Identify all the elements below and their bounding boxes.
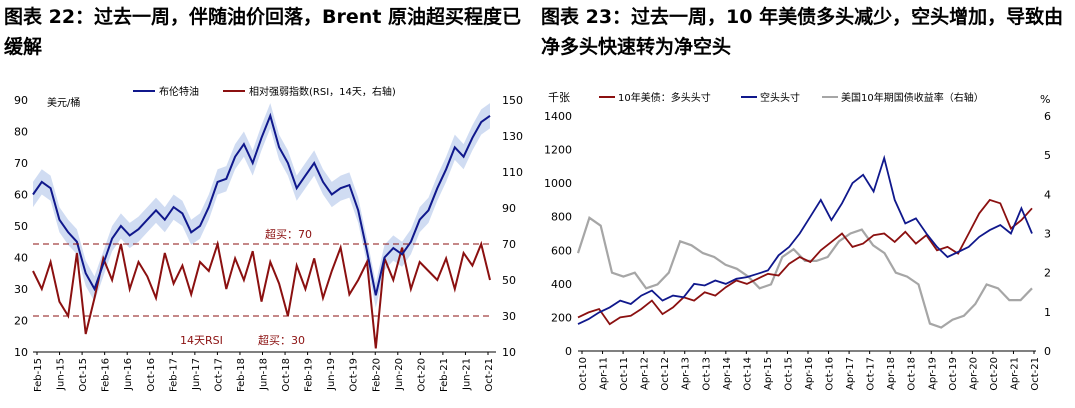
right-x-tick-label: Apr-19 — [927, 357, 938, 390]
right-x-tick-label: Apr-12 — [640, 357, 651, 390]
legend-label-yield: 美国10年期国债收益率（右轴） — [841, 91, 984, 104]
left-x-tick-label: Jun-20 — [394, 358, 405, 391]
right-y2-tick-label: 2 — [1044, 267, 1051, 280]
left-y-tick-label: 90 — [14, 94, 28, 107]
right-y-tick-label: 200 — [551, 311, 572, 324]
left-x-tick-label: Jun-17 — [191, 358, 202, 391]
left-y-tick-label: 20 — [14, 315, 28, 328]
left-y2-tick-label: 30 — [502, 310, 516, 323]
right-y-tick-label: 600 — [551, 244, 572, 257]
left-x-tick-label: Oct-21 — [484, 358, 495, 392]
left-y2-tick-label: 50 — [502, 274, 516, 287]
left-y-tick-label: 60 — [14, 189, 28, 202]
right-x-tick-label: Oct-15 — [783, 357, 794, 391]
right-y2-tick-label: 3 — [1044, 228, 1051, 241]
right-x-tick-label: Apr-15 — [763, 357, 774, 390]
left-x-tick-label: Oct-19 — [349, 358, 360, 392]
left-x-tick-label: Feb-18 — [236, 358, 247, 392]
right-y2-tick-label: 4 — [1044, 188, 1051, 201]
right-y2-axis-unit: % — [1040, 93, 1050, 106]
legend-label-short: 空头头寸 — [760, 91, 800, 104]
left-y2-tick-label: 10 — [502, 346, 516, 359]
right-y-tick-label: 1200 — [544, 144, 572, 157]
right-x-tick-label: Apr-14 — [722, 357, 733, 390]
left-x-tick-label: Jun-19 — [326, 358, 337, 391]
legend-label-brent: 布伦特油 — [159, 85, 199, 98]
left-x-tick-label: Feb-16 — [101, 358, 112, 392]
right-x-tick-label: Oct-17 — [866, 357, 877, 391]
left-x-tick-label: Oct-15 — [78, 358, 89, 392]
left-y2-tick-label: 90 — [502, 202, 516, 215]
left-x-tick-label: Oct-18 — [281, 358, 292, 392]
right-x-tick-label: Apr-16 — [804, 357, 815, 390]
left-x-tick-label: Jun-21 — [461, 358, 472, 391]
left-y-tick-label: 50 — [14, 220, 28, 233]
right-y-tick-label: 0 — [565, 345, 572, 358]
right-x-tick-label: Oct-21 — [1030, 357, 1041, 391]
right-x-tick-label: Oct-13 — [701, 357, 712, 391]
right-y-tick-label: 800 — [551, 211, 572, 224]
left-x-tick-label: Jun-16 — [123, 358, 134, 391]
left-y-tick-label: 40 — [14, 252, 28, 265]
brent-band — [33, 103, 490, 308]
right-x-tick-label: Oct-12 — [660, 357, 671, 391]
left-y2-tick-label: 130 — [502, 130, 523, 143]
left-x-tick-label: Jun-15 — [56, 358, 67, 391]
left-x-tick-label: Feb-17 — [168, 358, 179, 392]
left-y-axis-unit: 美元/桶 — [47, 96, 80, 109]
right-x-tick-label: Apr-17 — [845, 357, 856, 390]
right-x-tick-label: Apr-13 — [681, 357, 692, 390]
left-x-tick-label: Oct-16 — [146, 358, 157, 392]
short-position-line — [577, 154, 1033, 325]
right-x-tick-label: Apr-18 — [886, 357, 897, 390]
left-x-tick-label: Feb-19 — [304, 358, 315, 392]
right-y2-tick-label: 5 — [1044, 149, 1051, 162]
left-y-tick-label: 30 — [14, 283, 28, 296]
right-y-tick-label: 1000 — [544, 177, 572, 190]
left-y-tick-label: 10 — [14, 346, 28, 359]
overbought-label: 超买：70 — [265, 227, 312, 241]
right-y2-tick-label: 1 — [1044, 306, 1051, 319]
right-x-tick-label: Oct-19 — [948, 357, 959, 391]
left-x-tick-label: Feb-21 — [439, 358, 450, 392]
rsi-line — [32, 240, 491, 349]
left-x-tick-label: Feb-15 — [33, 358, 44, 392]
right-x-tick-label: Oct-14 — [742, 357, 753, 391]
right-x-tick-label: Apr-11 — [599, 357, 610, 390]
left-x-tick-label: Oct-17 — [213, 358, 224, 392]
right-x-tick-label: Oct-11 — [619, 357, 630, 391]
right-x-tick-label: Oct-10 — [578, 357, 589, 391]
legend-label-long: 10年美债：多头头寸 — [618, 91, 711, 104]
right-x-tick-label: Apr-21 — [1009, 357, 1020, 390]
left-y2-tick-label: 110 — [502, 166, 523, 179]
left-x-tick-label: Oct-20 — [416, 358, 427, 392]
right-chart-title: 图表 23：过去一周，10 年美债多头减少，空头增加，导致由净多头快速转为净空头 — [541, 6, 1064, 58]
left-y2-tick-label: 70 — [502, 238, 516, 251]
right-y2-tick-label: 0 — [1044, 345, 1051, 358]
rsi-period-label: 14天RSI — [180, 334, 223, 347]
yield-line — [576, 216, 1033, 329]
legend-label-rsi: 相对强弱指数(RSI，14天，右轴) — [249, 85, 396, 98]
right-y-tick-label: 1400 — [544, 110, 572, 123]
left-y-tick-label: 70 — [14, 157, 28, 170]
right-x-tick-label: Apr-20 — [968, 357, 979, 390]
right-x-tick-label: Oct-20 — [989, 357, 1000, 391]
right-y2-tick-label: 6 — [1044, 110, 1051, 123]
oversold-label: 超买：30 — [258, 333, 305, 347]
left-x-tick-label: Feb-20 — [371, 358, 382, 392]
right-x-tick-label: Oct-18 — [907, 357, 918, 391]
right-y-tick-label: 400 — [551, 278, 572, 291]
left-chart-title: 图表 22：过去一周，伴随油价回落，Brent 原油超买程度已缓解 — [4, 6, 522, 58]
right-y-axis-unit: 千张 — [548, 91, 570, 104]
left-y2-tick-label: 150 — [502, 94, 523, 107]
right-x-tick-label: Oct-16 — [825, 357, 836, 391]
brent-line — [32, 112, 491, 296]
left-x-tick-label: Jun-18 — [259, 358, 270, 391]
left-y-tick-label: 80 — [14, 126, 28, 139]
